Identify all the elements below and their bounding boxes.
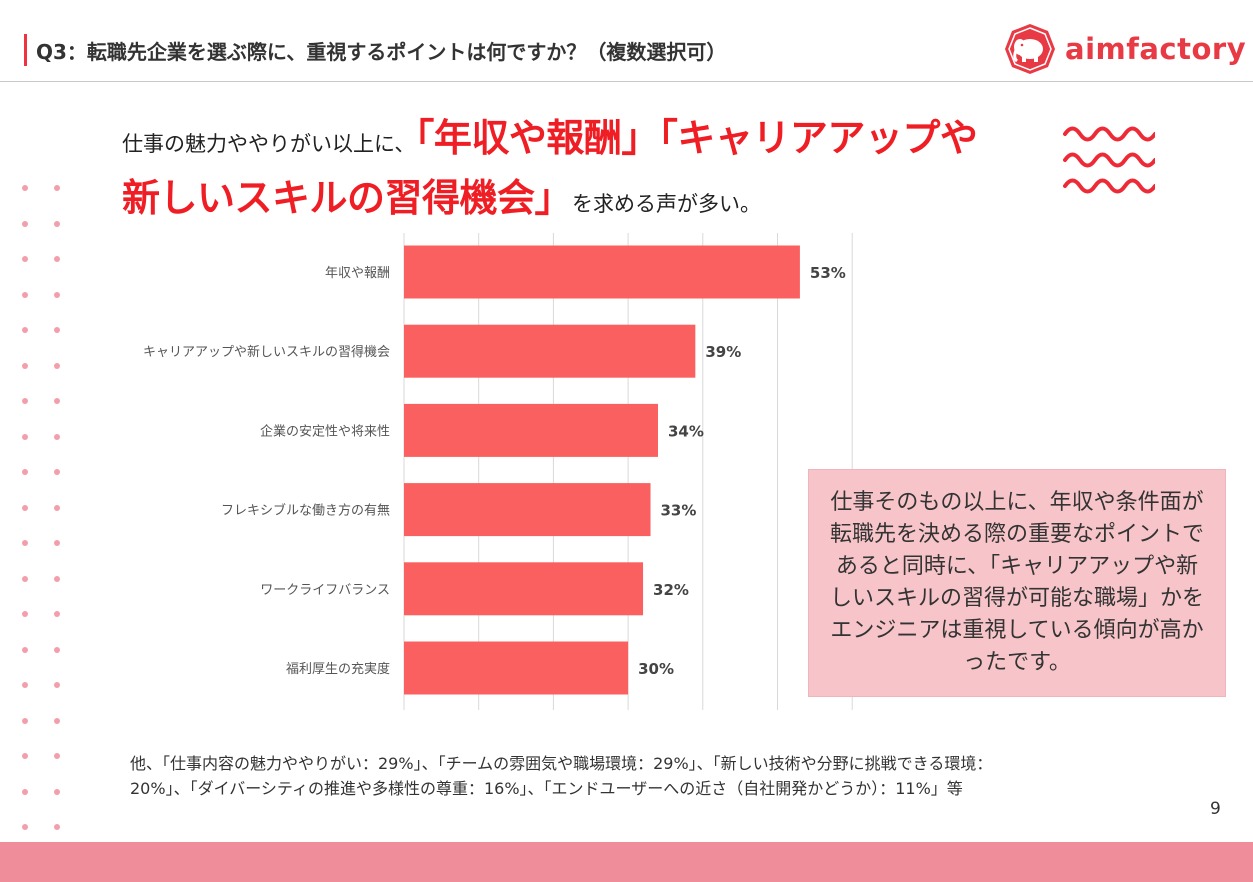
- chart-value-label: 53%: [810, 264, 846, 282]
- decorative-dot: [22, 611, 28, 617]
- decorative-dot: [22, 469, 28, 475]
- chart-category-label: 年収や報酬: [325, 266, 390, 281]
- chart-value-label: 39%: [705, 343, 741, 361]
- decorative-dot: [22, 362, 28, 369]
- chart-category-label: フレキシブルな働き方の有無: [221, 503, 390, 519]
- decorative-dot: [22, 646, 28, 653]
- page-title: Q3：転職先企業を選ぶ際に、重視するポイントは何ですか？（複数選択可）: [36, 40, 727, 64]
- decorative-dot: [22, 788, 28, 795]
- footnote: 他、「仕事内容の魅力ややりがい：29%」、「チームの雰囲気や職場環境：29%」、…: [130, 751, 1130, 801]
- decorative-dot: [22, 291, 28, 298]
- decorative-dot: [22, 753, 28, 759]
- chart-bar: [404, 403, 658, 457]
- footnote-line-1: 他、「仕事内容の魅力ややりがい：29%」、「チームの雰囲気や職場環境：29%」、…: [130, 754, 993, 773]
- chart-value-label: 32%: [653, 581, 689, 599]
- decorative-dot: [54, 185, 60, 191]
- headline-text-2: を求める声が多い。: [572, 192, 762, 216]
- decorative-dot: [22, 220, 28, 227]
- decorative-dot: [54, 753, 60, 759]
- chart-category-label: 福利厚生の充実度: [286, 661, 390, 677]
- chart-category-label: 企業の安定性や将来性: [260, 423, 390, 439]
- decorative-dot: [22, 185, 28, 191]
- decorative-dot: [22, 575, 28, 582]
- title-accent-bar: [24, 34, 27, 66]
- page-header: Q3：転職先企業を選ぶ際に、重視するポイントは何ですか？（複数選択可）: [0, 0, 1253, 82]
- summary-callout: 仕事そのもの以上に、年収や条件面が転職先を決める際の重要なポイントであると同時に…: [808, 469, 1226, 697]
- headline-text-1: 仕事の魅力ややりがい以上に、: [122, 132, 416, 156]
- decorative-dot: [54, 575, 60, 582]
- headline-highlight-2: 新しいスキルの習得機会」: [122, 176, 573, 220]
- decorative-dot: [54, 504, 60, 511]
- decorative-dot: [54, 824, 60, 830]
- logo-wordmark: aimfactory: [1065, 32, 1247, 66]
- decorative-dot: [54, 788, 60, 795]
- decorative-dot: [54, 327, 60, 333]
- decorative-dot: [22, 682, 28, 688]
- decorative-dot: [54, 611, 60, 617]
- footer-bar: [0, 842, 1253, 882]
- decorative-dot: [22, 433, 28, 440]
- decorative-dot: [22, 504, 28, 511]
- decorative-dot: [54, 362, 60, 369]
- decorative-dot: [54, 682, 60, 688]
- decorative-dot: [22, 540, 28, 546]
- chart-bar: [404, 324, 696, 378]
- chart-bar: [404, 483, 651, 537]
- chart-category-label: キャリアアップや新しいスキルの習得機会: [143, 344, 390, 360]
- decorative-dot: [22, 398, 28, 404]
- footnote-line-2: 20%」、「ダイバーシティの推進や多様性の尊重：16%」、「エンドユーザーへの近…: [130, 779, 963, 798]
- chart-value-label: 30%: [638, 660, 674, 678]
- page-number: 9: [1210, 799, 1221, 819]
- elephant-logo-icon: [1005, 24, 1055, 74]
- decorative-dot: [54, 256, 60, 262]
- decorative-dot: [54, 540, 60, 546]
- chart-value-label: 34%: [668, 422, 704, 440]
- wave-decoration-icon: [1063, 126, 1155, 194]
- decorative-dot: [22, 327, 28, 333]
- headline: 仕事の魅力ややりがい以上に、「年収や報酬」「キャリアアップや 新しいスキルの習得…: [122, 112, 1022, 232]
- chart-bar: [404, 562, 644, 616]
- chart-bar: [404, 641, 629, 695]
- decorative-dot: [54, 717, 60, 724]
- headline-highlight-1: 「年収や報酬」「キャリアアップや: [415, 116, 978, 160]
- decorative-dot: [22, 717, 28, 724]
- decorative-dot: [54, 398, 60, 404]
- callout-text: 仕事そのもの以上に、年収や条件面が転職先を決める際の重要なポイントであると同時に…: [829, 490, 1204, 675]
- bar-chart: 年収や報酬 53% キャリアアップや新しいスキルの習得機会 39% 企業の安定性や将来性…: [143, 233, 853, 710]
- brand-logo[interactable]: aimfactory: [1003, 21, 1246, 77]
- chart-category-label: ワークライフバランス: [260, 583, 390, 598]
- chart-bar: [404, 245, 800, 299]
- decorative-dot: [54, 646, 60, 653]
- decorative-dot: [54, 433, 60, 440]
- decorative-dot: [54, 291, 60, 298]
- decorative-dot: [54, 220, 60, 227]
- decorative-dot: [22, 256, 28, 262]
- decorative-dot-column: [22, 185, 62, 835]
- chart-value-label: 33%: [661, 502, 697, 520]
- decorative-dot: [54, 469, 60, 475]
- decorative-dot: [22, 824, 28, 830]
